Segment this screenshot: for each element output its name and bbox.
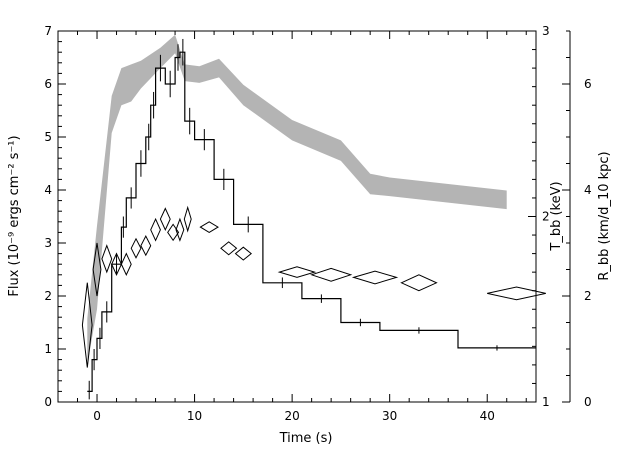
x-tick-label: 20: [284, 409, 299, 423]
y-left-tick-label: 2: [44, 289, 52, 303]
rbb-diamond: [309, 267, 353, 282]
y-right-outer-tick-label: 0: [584, 395, 592, 409]
rbb-diamond: [199, 221, 219, 233]
rbb-diamond: [400, 274, 438, 292]
x-tick-label: 30: [382, 409, 397, 423]
y-left-tick-label: 5: [44, 130, 52, 144]
rbb-diamond: [351, 270, 399, 285]
y-axis-label-right-inner: T_bb (keV): [549, 181, 564, 251]
rbb-diamond: [92, 242, 102, 297]
y-left-tick-label: 1: [44, 342, 52, 356]
rbb-diamond: [101, 244, 113, 274]
tbb-band: [87, 34, 507, 365]
x-tick-label: 0: [93, 409, 101, 423]
rbb-diamond: [487, 286, 546, 301]
x-tick-label: 10: [187, 409, 202, 423]
y-axis-label-right-outer: R_bb (km/d_10 kpc): [597, 151, 612, 280]
rbb-diamond: [140, 235, 152, 257]
axes-layer: [57, 30, 571, 403]
flux-curve-layer: [87, 38, 536, 400]
rbb-diamond-layer: [81, 205, 546, 368]
y-left-tick-label: 3: [44, 236, 52, 250]
x-tick-label: 40: [480, 409, 495, 423]
rbb-diamond: [175, 217, 185, 242]
y-right-outer-tick-label: 4: [584, 183, 592, 197]
rbb-diamond: [159, 207, 171, 232]
y-right-inner-tick-label: 1: [542, 395, 550, 409]
y-right-inner-tick-label: 2: [542, 210, 550, 224]
rbb-diamond: [277, 266, 317, 278]
rbb-diamond: [234, 246, 252, 261]
rbb-diamond: [150, 217, 161, 242]
rbb-diamond: [183, 205, 192, 233]
rbb-diamond: [120, 252, 132, 276]
rbb-diamond: [167, 223, 180, 242]
y-right-outer-tick-label: 6: [584, 77, 592, 91]
x-axis-label: Time (s): [279, 431, 333, 446]
y-left-tick-label: 7: [44, 24, 52, 38]
y-axis-label-left: Flux (10⁻⁹ ergs cm⁻² s⁻¹): [7, 135, 22, 296]
tbb-band-layer: [87, 34, 507, 365]
y-right-outer-tick-label: 2: [584, 289, 592, 303]
y-left-tick-label: 0: [44, 395, 52, 409]
rbb-diamond: [81, 282, 93, 368]
y-left-tick-label: 6: [44, 77, 52, 91]
rbb-diamond: [130, 237, 142, 259]
y-right-inner-tick-label: 3: [542, 24, 550, 38]
rbb-diamond: [220, 241, 238, 256]
y-left-tick-label: 4: [44, 183, 52, 197]
